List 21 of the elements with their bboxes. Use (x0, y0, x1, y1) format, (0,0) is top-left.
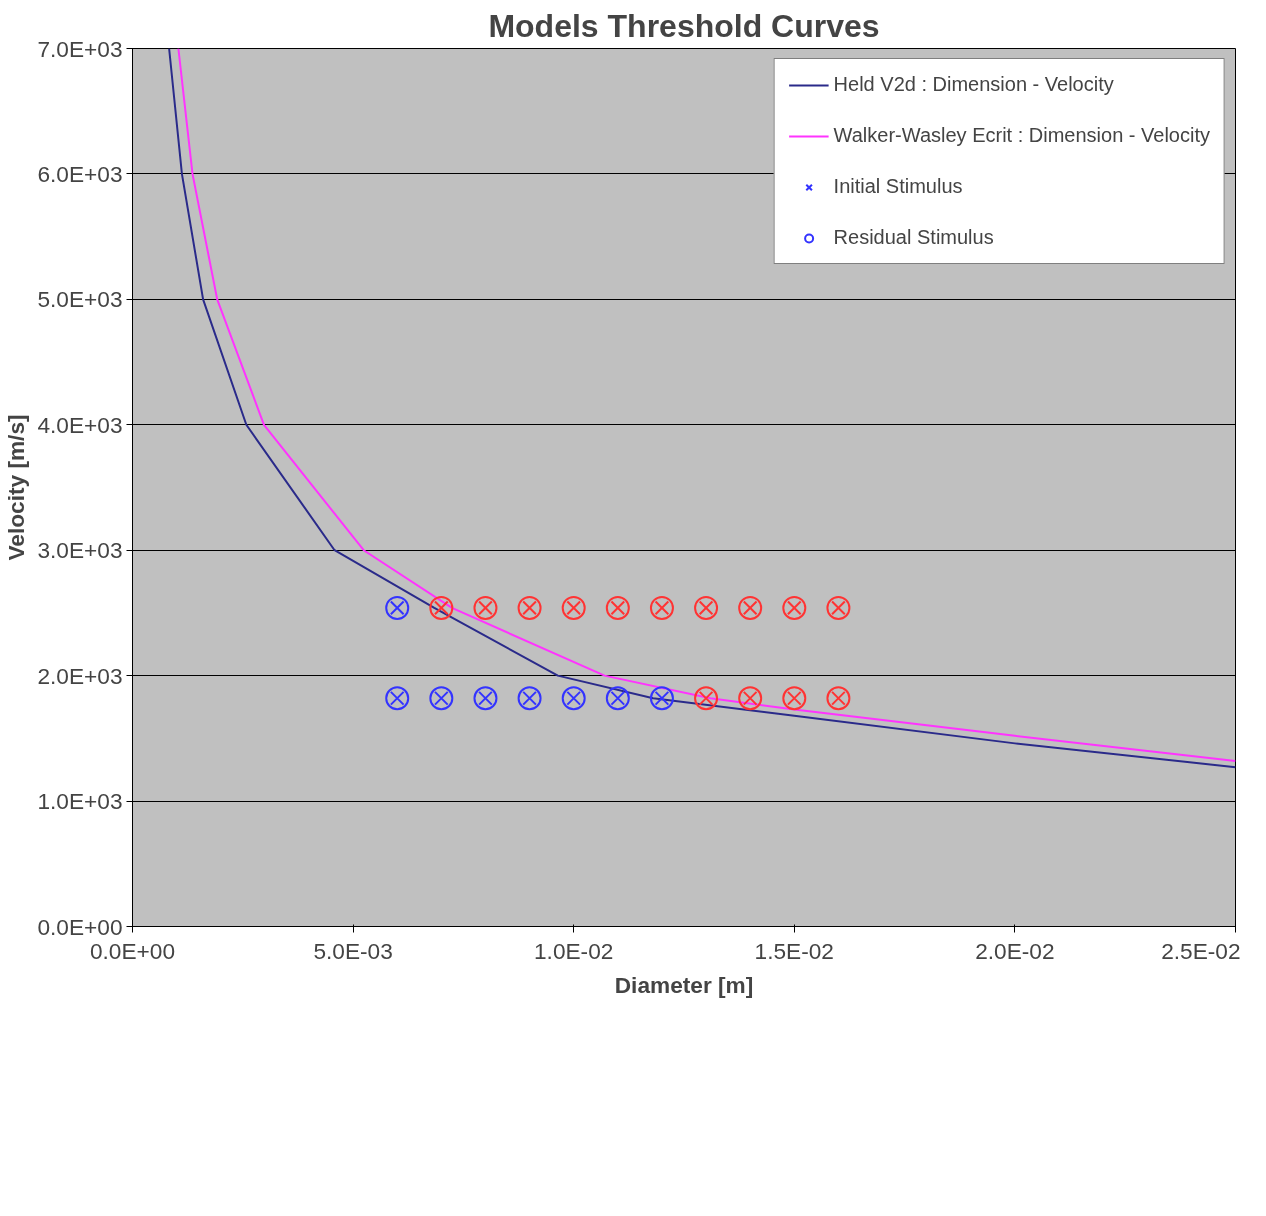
legend-label: Walker-Wasley Ecrit : Dimension - Velocity (833, 124, 1210, 147)
x-tick-label: 0.0E+00 (89, 937, 176, 964)
x-tick-label: 5.0E-03 (313, 937, 393, 964)
x-tick-label: 2.0E-02 (975, 937, 1055, 964)
y-tick-label: 0.0E+00 (37, 913, 123, 940)
x-tick-label: 1.5E-02 (754, 937, 834, 964)
y-tick-label: 7.0E+03 (37, 35, 123, 62)
x-tick-label: 1.0E-02 (534, 937, 614, 964)
x-axis-title: Diameter [m] (614, 971, 754, 998)
y-tick-label: 4.0E+03 (37, 411, 123, 438)
legend-label: Initial Stimulus (833, 175, 963, 198)
legend-label: Residual Stimulus (833, 226, 994, 249)
y-axis-title: Velocity [m/s] (3, 414, 30, 561)
legend-label: Held V2d : Dimension - Velocity (833, 73, 1114, 96)
y-tick-label: 5.0E+03 (37, 286, 123, 313)
x-tick-label: 2.5E-02 (1161, 937, 1241, 964)
y-tick-label: 2.0E+03 (37, 662, 123, 689)
y-tick-label: 1.0E+03 (37, 788, 123, 815)
y-tick-label: 3.0E+03 (37, 537, 123, 564)
y-tick-label: 6.0E+03 (37, 160, 123, 187)
chart-title: Models Threshold Curves (488, 7, 880, 44)
